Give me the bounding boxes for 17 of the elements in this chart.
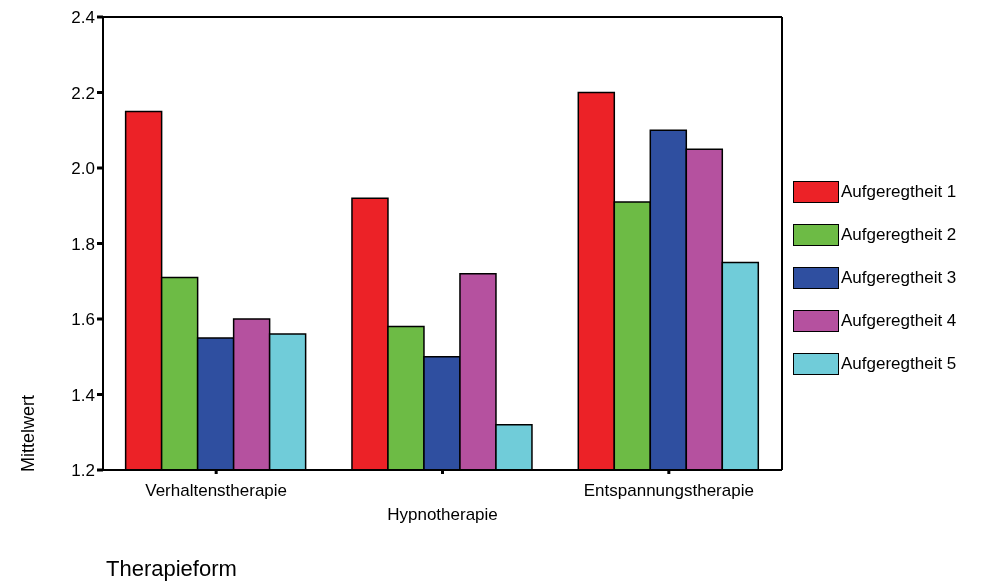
x-tick-label: Entspannungstherapie: [583, 481, 754, 500]
y-tick-label: 1.4: [71, 385, 95, 405]
y-tick-label: 2.4: [71, 8, 95, 28]
legend-label: Aufgeregtheit 2: [841, 225, 957, 245]
y-tick-label: 1.2: [71, 461, 95, 481]
legend-label: Aufgeregtheit 1: [841, 182, 957, 202]
y-tick-label: 1.8: [71, 234, 95, 254]
x-tick-label: Hypnotherapie: [387, 505, 498, 524]
x-tick-label: Verhaltenstherapie: [145, 481, 288, 500]
legend-label: Aufgeregtheit 5: [841, 354, 957, 374]
legend-label: Aufgeregtheit 4: [841, 311, 957, 331]
y-tick-label: 1.6: [71, 310, 95, 330]
legend-label: Aufgeregtheit 3: [841, 268, 957, 288]
y-axis-title: Mittelwert: [17, 394, 39, 472]
y-tick-label: 2.0: [71, 159, 95, 179]
x-axis-title: Therapieform: [106, 556, 237, 582]
y-tick-label: 2.2: [71, 83, 95, 103]
